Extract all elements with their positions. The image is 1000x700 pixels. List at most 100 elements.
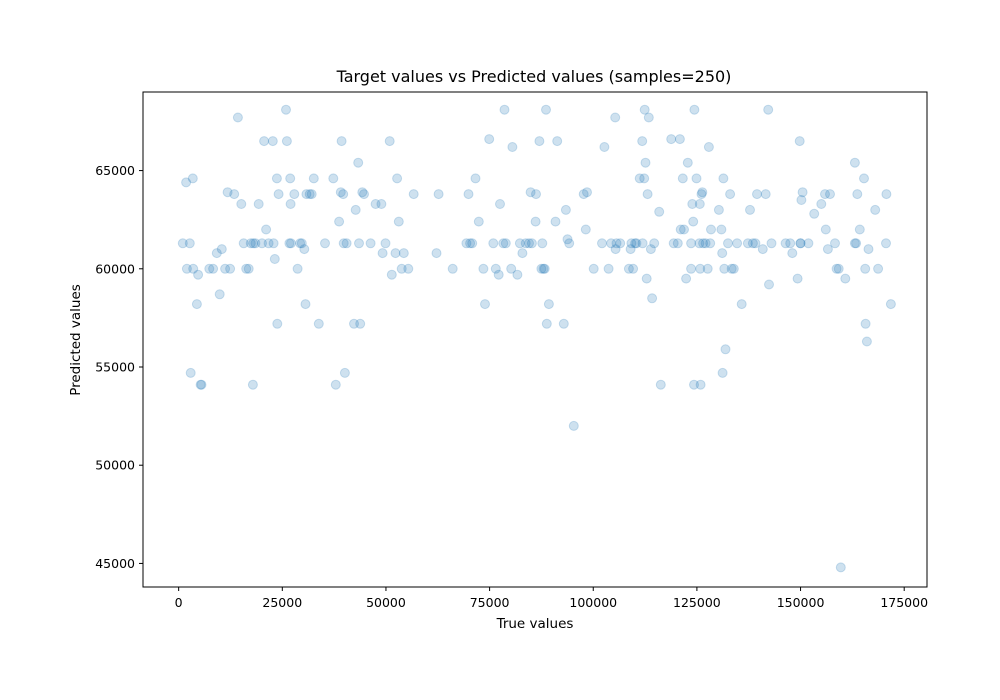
data-point <box>674 134 685 145</box>
data-point <box>359 189 369 200</box>
data-point <box>615 238 626 249</box>
data-point <box>820 224 831 235</box>
data-point <box>873 263 884 274</box>
x-tick-label: 75000 <box>470 595 510 610</box>
data-point <box>597 238 607 249</box>
data-point <box>273 189 284 200</box>
data-point <box>539 263 550 274</box>
data-point <box>681 273 692 284</box>
data-point <box>271 173 282 184</box>
x-tick-label: 150000 <box>777 595 825 610</box>
data-point <box>465 238 476 249</box>
data-point <box>795 238 806 249</box>
data-point <box>350 204 361 215</box>
data-point <box>512 269 523 280</box>
data-point <box>698 238 709 249</box>
data-point <box>626 238 637 249</box>
data-point <box>689 104 700 115</box>
data-point <box>623 263 634 274</box>
data-point <box>467 238 478 249</box>
data-point <box>713 204 724 215</box>
data-point <box>349 318 359 329</box>
data-point <box>269 254 280 264</box>
data-point <box>840 273 851 284</box>
data-point <box>281 136 292 147</box>
data-point <box>531 189 541 200</box>
data-point <box>204 263 215 274</box>
data-point <box>229 189 240 200</box>
data-point <box>220 263 231 274</box>
data-point <box>568 420 579 431</box>
data-point <box>338 238 349 249</box>
data-point <box>582 187 592 198</box>
data-point <box>611 238 622 249</box>
data-point <box>628 263 639 274</box>
data-point <box>863 244 874 255</box>
x-tick-label: 175000 <box>880 595 928 610</box>
data-point <box>214 289 225 300</box>
data-point <box>854 224 865 235</box>
data-point <box>686 263 697 274</box>
data-point <box>780 238 791 249</box>
data-point <box>695 379 706 390</box>
data-point <box>750 238 761 249</box>
data-point <box>859 173 869 184</box>
data-point <box>285 173 296 184</box>
data-point <box>478 263 489 274</box>
data-point <box>550 216 561 227</box>
data-point <box>301 189 312 200</box>
data-point <box>193 269 204 280</box>
data-point <box>396 263 407 274</box>
data-point <box>300 299 311 310</box>
data-point <box>433 189 444 200</box>
data-point <box>191 299 202 310</box>
data-point <box>330 379 341 390</box>
data-point <box>763 104 774 115</box>
data-point <box>259 136 270 147</box>
data-point <box>488 238 499 249</box>
data-point <box>742 238 753 249</box>
data-point <box>747 238 758 249</box>
data-point <box>702 263 713 274</box>
y-tick-label: 45000 <box>95 556 135 571</box>
data-point <box>543 299 554 310</box>
data-point <box>248 238 259 249</box>
data-point <box>493 269 504 280</box>
data-point <box>517 248 528 259</box>
data-point <box>637 136 648 147</box>
data-point <box>225 263 236 274</box>
data-point <box>675 224 686 235</box>
data-point <box>461 238 472 249</box>
data-point <box>530 216 541 227</box>
x-tick-label: 100000 <box>569 595 617 610</box>
data-point <box>717 367 728 378</box>
data-point <box>403 263 414 274</box>
data-point <box>355 318 366 329</box>
data-point <box>803 238 814 249</box>
data-point <box>649 238 660 249</box>
data-point <box>357 187 368 198</box>
data-point <box>463 189 474 200</box>
data-point <box>286 238 296 249</box>
data-point <box>490 263 501 274</box>
data-point <box>634 173 645 184</box>
data-point <box>647 293 658 304</box>
data-point <box>392 173 403 184</box>
data-point <box>365 238 376 249</box>
data-point <box>631 238 642 249</box>
y-tick-label: 65000 <box>95 163 135 178</box>
data-point <box>338 189 349 200</box>
data-point <box>717 248 728 259</box>
data-point <box>222 187 233 198</box>
data-point <box>514 238 525 249</box>
data-point <box>809 208 820 219</box>
data-point <box>677 173 688 184</box>
data-point <box>431 248 442 259</box>
data-point <box>588 263 599 274</box>
data-point <box>541 318 552 329</box>
data-point <box>599 142 610 152</box>
data-point <box>370 199 381 209</box>
data-point <box>377 248 388 259</box>
